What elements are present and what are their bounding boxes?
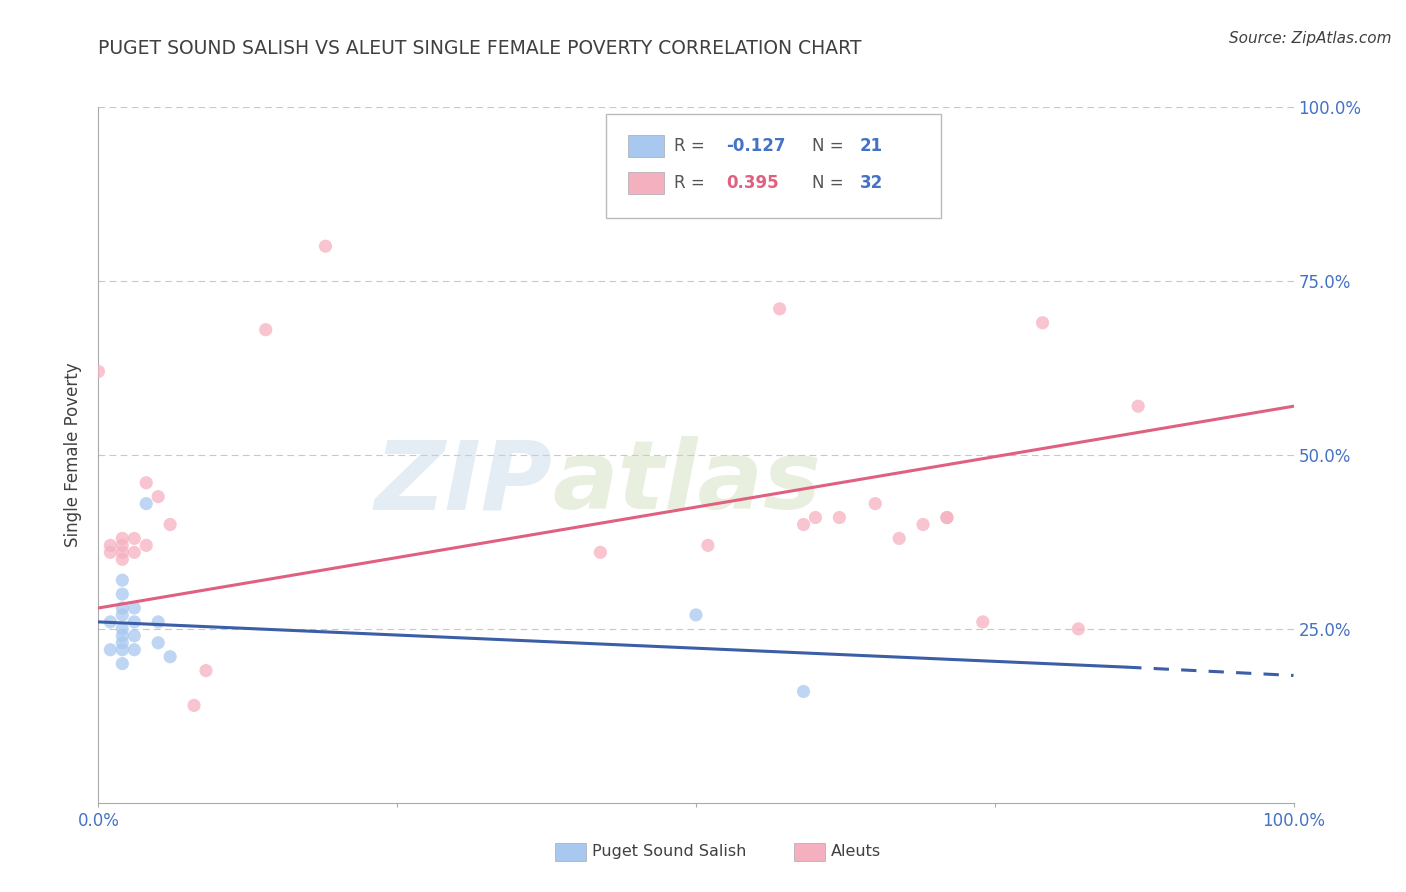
Point [111, 545, 134, 559]
Y-axis label: Single Female Poverty: Single Female Poverty [65, 363, 83, 547]
Point [111, 657, 134, 671]
Point [768, 301, 790, 316]
Point [124, 615, 146, 629]
Point [111, 622, 134, 636]
Point [936, 510, 959, 524]
Point [98, 615, 122, 629]
Text: Source: ZipAtlas.com: Source: ZipAtlas.com [1229, 31, 1392, 46]
Point [111, 587, 134, 601]
FancyBboxPatch shape [628, 135, 664, 157]
FancyBboxPatch shape [606, 114, 941, 219]
Point [124, 601, 146, 615]
Text: ZIP: ZIP [374, 436, 553, 529]
Point [87, 364, 110, 378]
Text: R =: R = [675, 137, 710, 155]
Point [972, 615, 994, 629]
Point [124, 629, 146, 643]
Point [1128, 399, 1150, 413]
Text: atlas: atlas [553, 436, 821, 529]
Point [124, 532, 146, 546]
Point [889, 532, 911, 546]
Text: 21: 21 [859, 137, 883, 155]
Point [111, 636, 134, 650]
Text: N =: N = [811, 174, 849, 192]
Point [194, 664, 218, 678]
Point [685, 607, 707, 622]
Text: Puget Sound Salish: Puget Sound Salish [592, 845, 747, 859]
Point [111, 538, 134, 552]
Point [111, 601, 134, 615]
Point [159, 517, 181, 532]
Point [111, 607, 134, 622]
Point [148, 636, 170, 650]
Text: PUGET SOUND SALISH VS ALEUT SINGLE FEMALE POVERTY CORRELATION CHART: PUGET SOUND SALISH VS ALEUT SINGLE FEMAL… [98, 39, 862, 58]
Point [254, 323, 277, 337]
Text: R =: R = [675, 174, 710, 192]
Point [793, 684, 815, 698]
Point [828, 510, 851, 524]
Point [111, 573, 134, 587]
Point [697, 538, 720, 552]
Point [124, 545, 146, 559]
Text: 0.395: 0.395 [725, 174, 779, 192]
Point [183, 698, 205, 713]
Text: 32: 32 [859, 174, 883, 192]
Point [315, 239, 337, 253]
Point [98, 538, 122, 552]
Text: N =: N = [811, 137, 849, 155]
Point [804, 510, 827, 524]
Point [1032, 316, 1054, 330]
Point [135, 497, 157, 511]
Point [111, 629, 134, 643]
Point [863, 497, 887, 511]
Point [111, 642, 134, 657]
FancyBboxPatch shape [628, 172, 664, 194]
Point [793, 517, 815, 532]
Point [98, 642, 122, 657]
Point [159, 649, 181, 664]
Point [135, 538, 157, 552]
Text: -0.127: -0.127 [725, 137, 786, 155]
Point [1067, 622, 1090, 636]
Point [111, 552, 134, 566]
Point [135, 475, 157, 490]
Point [148, 615, 170, 629]
Point [589, 545, 612, 559]
Point [98, 545, 122, 559]
Point [111, 532, 134, 546]
Text: Aleuts: Aleuts [831, 845, 882, 859]
Point [911, 517, 934, 532]
Point [148, 490, 170, 504]
Point [936, 510, 959, 524]
Point [124, 642, 146, 657]
